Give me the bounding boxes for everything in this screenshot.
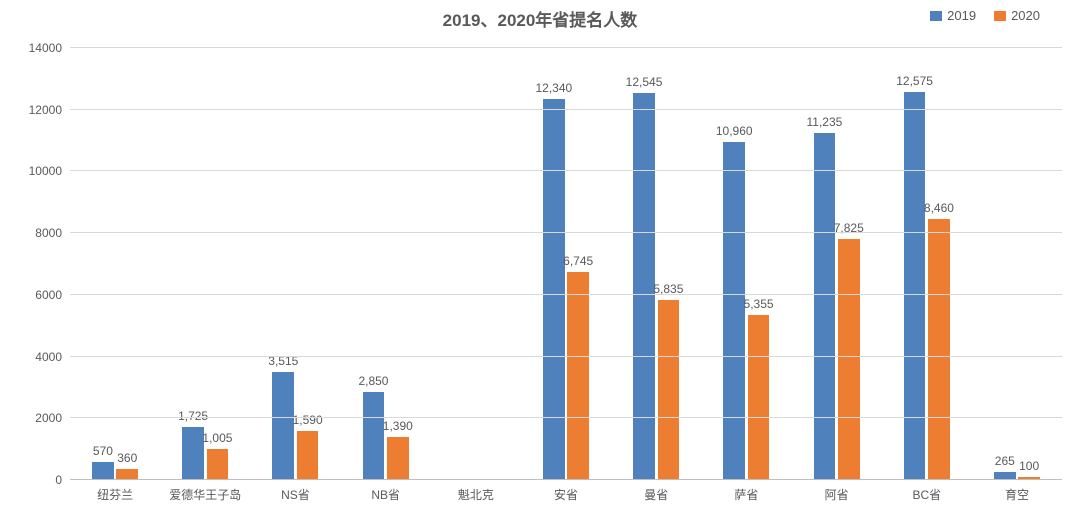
bar-2019: 12,340 (543, 99, 565, 480)
bar-2019: 570 (92, 462, 114, 480)
y-tick-label: 10000 (29, 164, 70, 178)
x-axis-label: 爱德华王子岛 (160, 480, 250, 503)
bar-2020: 1,390 (387, 437, 409, 480)
bar-2019: 12,545 (633, 93, 655, 480)
x-axis-label: 曼省 (611, 480, 701, 503)
gridline: 8000 (70, 232, 1062, 233)
bar-group: 安省12,3406,745 (521, 48, 611, 480)
y-tick-label: 6000 (35, 288, 70, 302)
bar-2020: 7,825 (838, 239, 860, 480)
x-axis-label: 魁北克 (431, 480, 521, 503)
y-tick-label: 4000 (35, 350, 70, 364)
bar-value-label: 5,835 (653, 282, 683, 300)
bar-pair: 3,5151,590 (250, 48, 340, 480)
y-tick-label: 0 (55, 473, 70, 487)
bar-value-label: 360 (117, 451, 137, 469)
bar-group: 爱德华王子岛1,7251,005 (160, 48, 250, 480)
bar-pair: 10,9605,355 (701, 48, 791, 480)
bar-value-label: 12,545 (626, 75, 663, 93)
bar-2020: 6,745 (567, 272, 589, 480)
bar-pair: 12,5758,460 (882, 48, 972, 480)
x-axis-label: 萨省 (701, 480, 791, 503)
bar-2020: 5,835 (658, 300, 680, 480)
bar-pair: 570360 (70, 48, 160, 480)
bar-group: 纽芬兰570360 (70, 48, 160, 480)
legend-swatch-2019 (930, 11, 942, 21)
plot-area: 纽芬兰570360爱德华王子岛1,7251,005NS省3,5151,590NB… (70, 48, 1062, 480)
bar-value-label: 570 (93, 444, 113, 462)
bar-2020: 5,355 (748, 315, 770, 480)
bar-value-label: 12,340 (535, 81, 572, 99)
bar-value-label: 7,825 (834, 221, 864, 239)
bar-group: 魁北克 (431, 48, 521, 480)
bar-value-label: 12,575 (896, 74, 933, 92)
bar-group: 曼省12,5455,835 (611, 48, 701, 480)
bar-2019: 1,725 (182, 427, 204, 480)
bar-value-label: 265 (995, 454, 1015, 472)
gridline: 0 (70, 479, 1062, 480)
x-axis-label: 育空 (972, 480, 1062, 503)
gridline: 2000 (70, 417, 1062, 418)
bar-2019: 2,850 (363, 392, 385, 480)
legend-swatch-2020 (994, 11, 1006, 21)
bar-group: BC省12,5758,460 (882, 48, 972, 480)
legend-item-2019: 2019 (930, 8, 976, 23)
bar-group: 育空265100 (972, 48, 1062, 480)
bar-value-label: 1,390 (383, 419, 413, 437)
legend-item-2020: 2020 (994, 8, 1040, 23)
x-axis-label: NS省 (250, 480, 340, 503)
bar-value-label: 1,005 (202, 431, 232, 449)
bar-pair: 12,3406,745 (521, 48, 611, 480)
bar-2020: 1,590 (297, 431, 319, 480)
bar-2019: 10,960 (723, 142, 745, 480)
bar-chart: 2019、2020年省提名人数 2019 2020 纽芬兰570360爱德华王子… (0, 0, 1080, 516)
bar-value-label: 1,590 (293, 413, 323, 431)
chart-title: 2019、2020年省提名人数 (0, 6, 1080, 31)
bar-value-label: 100 (1019, 459, 1039, 477)
bar-pair: 265100 (972, 48, 1062, 480)
bar-group: 阿省11,2357,825 (792, 48, 882, 480)
y-tick-label: 12000 (29, 103, 70, 117)
bar-pair: 12,5455,835 (611, 48, 701, 480)
bar-2020: 8,460 (928, 219, 950, 480)
gridline: 10000 (70, 170, 1062, 171)
bar-pair: 2,8501,390 (341, 48, 431, 480)
y-tick-label: 8000 (35, 226, 70, 240)
bar-2019: 12,575 (904, 92, 926, 480)
y-tick-label: 14000 (29, 41, 70, 55)
bar-pair: 1,7251,005 (160, 48, 250, 480)
bar-pair (431, 48, 521, 480)
legend-label-2019: 2019 (947, 8, 976, 23)
x-axis-label: BC省 (882, 480, 972, 503)
bar-2019: 11,235 (814, 133, 836, 480)
bar-group: 萨省10,9605,355 (701, 48, 791, 480)
x-axis-label: 安省 (521, 480, 611, 503)
bar-value-label: 2,850 (358, 374, 388, 392)
bar-2019: 3,515 (272, 372, 294, 480)
bar-groups: 纽芬兰570360爱德华王子岛1,7251,005NS省3,5151,590NB… (70, 48, 1062, 480)
bar-group: NS省3,5151,590 (250, 48, 340, 480)
bar-group: NB省2,8501,390 (341, 48, 431, 480)
gridline: 6000 (70, 294, 1062, 295)
legend-label-2020: 2020 (1011, 8, 1040, 23)
gridline: 4000 (70, 356, 1062, 357)
legend: 2019 2020 (930, 8, 1040, 23)
x-axis-label: 阿省 (792, 480, 882, 503)
x-axis-label: NB省 (341, 480, 431, 503)
y-tick-label: 2000 (35, 411, 70, 425)
gridline: 14000 (70, 47, 1062, 48)
bar-value-label: 6,745 (563, 254, 593, 272)
bar-value-label: 11,235 (807, 115, 843, 133)
bar-2020: 1,005 (207, 449, 229, 480)
gridline: 12000 (70, 109, 1062, 110)
bar-value-label: 10,960 (716, 124, 753, 142)
bar-value-label: 8,460 (924, 201, 954, 219)
bar-pair: 11,2357,825 (792, 48, 882, 480)
x-axis-label: 纽芬兰 (70, 480, 160, 503)
bar-value-label: 5,355 (744, 297, 774, 315)
